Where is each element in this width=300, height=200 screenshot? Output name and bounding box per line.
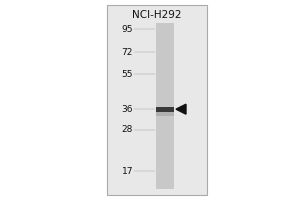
- Text: 95: 95: [122, 25, 133, 34]
- FancyBboxPatch shape: [156, 107, 174, 112]
- FancyBboxPatch shape: [156, 23, 174, 189]
- Text: 55: 55: [122, 70, 133, 79]
- Text: 36: 36: [122, 105, 133, 114]
- Text: NCI-H292: NCI-H292: [132, 10, 182, 20]
- FancyBboxPatch shape: [107, 5, 207, 195]
- Text: 28: 28: [122, 125, 133, 134]
- FancyBboxPatch shape: [156, 112, 174, 116]
- Text: 72: 72: [122, 48, 133, 57]
- Polygon shape: [176, 104, 186, 114]
- Text: 17: 17: [122, 167, 133, 176]
